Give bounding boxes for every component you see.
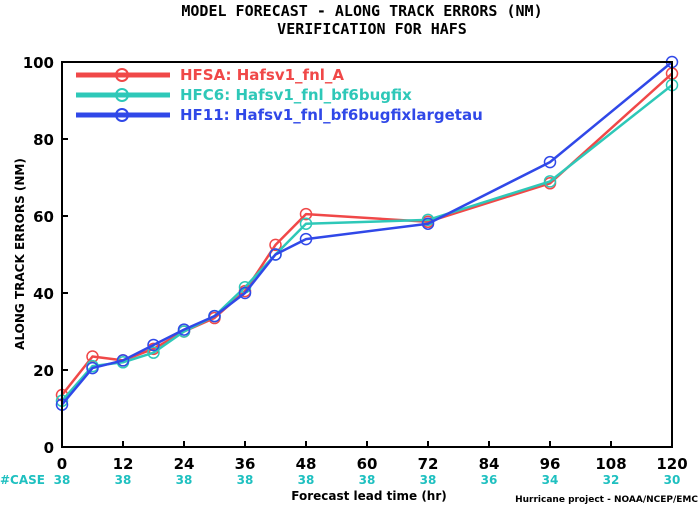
data-point — [543, 155, 557, 169]
x-tick-label: 108 — [595, 455, 626, 473]
x-axis-label: Forecast lead time (hr) — [291, 489, 447, 503]
data-point — [543, 175, 557, 188]
x-tick-label: 36 — [235, 455, 256, 473]
case-count-label: #CASE — [0, 473, 45, 487]
case-count: 30 — [664, 473, 681, 487]
case-count: 36 — [481, 473, 498, 487]
legend: HFSA: Hafsv1_fnl_A HFC6: Hafsv1_fnl_bf6bu… — [76, 66, 483, 124]
legend-swatch-marker — [115, 88, 129, 102]
data-point — [269, 238, 282, 252]
series-2 — [55, 78, 679, 408]
data-point — [116, 354, 130, 367]
x-tick-label: 96 — [540, 455, 561, 473]
case-count: 38 — [237, 473, 254, 487]
x-tick-label: 24 — [174, 455, 195, 473]
data-point — [269, 248, 282, 261]
x-tick-label: 0 — [57, 455, 67, 473]
y-tick-label: 60 — [33, 208, 54, 226]
x-tick-label: 12 — [113, 455, 134, 473]
y-tick-label: 0 — [44, 439, 54, 457]
plot-area — [55, 55, 679, 411]
legend-label: HFC6: Hafsv1_fnl_bf6bugfix — [180, 86, 412, 104]
case-count: 32 — [603, 473, 620, 487]
case-count: 38 — [54, 473, 71, 487]
x-tick-label: 60 — [357, 455, 378, 473]
case-count: 38 — [298, 473, 315, 487]
x-tick-label: 84 — [479, 455, 500, 473]
legend-label: HFSA: Hafsv1_fnl_A — [180, 66, 344, 84]
x-tick-label: 48 — [296, 455, 317, 473]
x-tick-label: 72 — [418, 455, 439, 473]
y-tick-label: 100 — [23, 54, 54, 72]
data-point — [238, 286, 252, 300]
case-count: 38 — [420, 473, 437, 487]
series-3 — [55, 55, 679, 411]
data-point — [208, 309, 221, 323]
legend-swatch-marker — [115, 68, 129, 82]
y-tick-label: 20 — [33, 362, 54, 380]
x-tick-label: 120 — [656, 455, 687, 473]
case-count: 38 — [359, 473, 376, 487]
data-point — [86, 361, 99, 375]
y-tick-label: 40 — [33, 285, 54, 303]
series-line — [61, 84, 673, 402]
legend-label: HF11: Hafsv1_fnl_bf6bugfixlargetau — [180, 106, 483, 124]
data-point — [299, 232, 313, 246]
x-axis-ticks: 0 12 24 36 48 60 72 84 96 108 120 — [57, 441, 688, 473]
data-point — [147, 338, 160, 352]
case-count: 38 — [115, 473, 132, 487]
case-count: 34 — [542, 473, 559, 487]
chart-title: MODEL FORECAST - ALONG TRACK ERRORS (NM) — [181, 2, 542, 20]
data-point — [147, 346, 160, 359]
credit-text: Hurricane project - NOAA/NCEP/EMC — [515, 495, 698, 505]
data-point — [421, 217, 435, 230]
chart-subtitle: VERIFICATION FOR HAFS — [277, 20, 467, 38]
y-axis-label: ALONG TRACK ERRORS (NM) — [13, 158, 27, 350]
case-counts: 38 38 38 38 38 38 38 36 34 32 30 — [54, 473, 681, 487]
y-tick-label: 80 — [33, 131, 54, 149]
data-point — [299, 217, 313, 230]
y-axis-ticks: 0 20 40 60 80 100 — [23, 54, 68, 457]
data-point — [299, 207, 313, 221]
legend-swatch-marker — [115, 108, 129, 122]
data-point — [177, 323, 191, 336]
case-count: 38 — [176, 473, 193, 487]
